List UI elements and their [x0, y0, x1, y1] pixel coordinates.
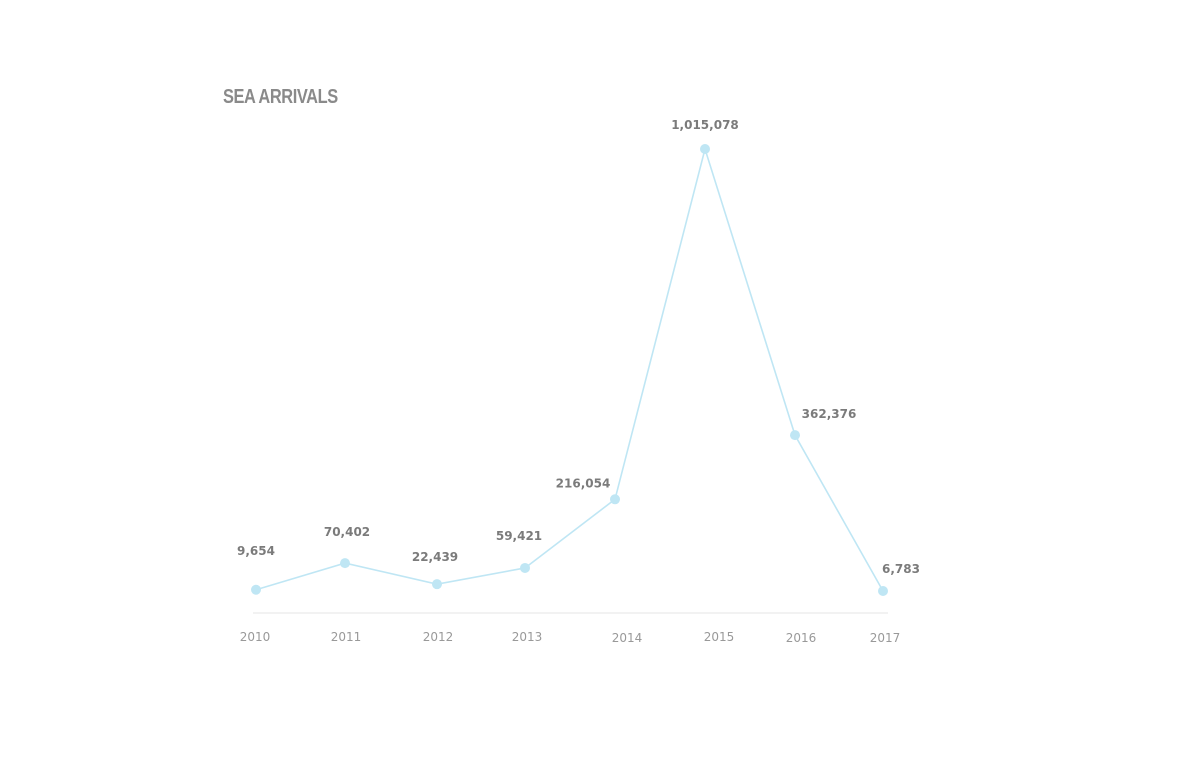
x-tick-label: 2011 [331, 630, 362, 644]
data-label: 59,421 [496, 529, 542, 543]
data-point [878, 586, 888, 597]
x-tick-label: 2013 [512, 630, 543, 644]
ticks-layer: 2010 2011 2012 2013 2014 2015 2016 2017 [240, 630, 901, 645]
series-line [255, 146, 884, 592]
data-label: 362,376 [802, 407, 857, 421]
x-tick-label: 2014 [612, 631, 643, 645]
x-tick-label: 2016 [786, 631, 817, 645]
data-point [700, 144, 710, 154]
x-tick-label: 2015 [704, 630, 735, 644]
data-point [520, 562, 530, 573]
x-tick-label: 2010 [240, 630, 271, 644]
data-point [340, 558, 350, 569]
data-point [432, 579, 442, 590]
data-point [790, 430, 800, 441]
chart-title: SEA ARRIVALS [223, 86, 338, 108]
data-point [610, 494, 620, 505]
data-label: 6,783 [882, 562, 920, 576]
data-label: 22,439 [412, 550, 458, 564]
labels-layer: 9,654 70,402 22,439 59,421 216,054 1,015,078 3… [237, 118, 920, 576]
data-point [251, 584, 261, 595]
data-label: 70,402 [324, 525, 370, 539]
data-label: 9,654 [237, 544, 275, 558]
x-tick-label: 2012 [423, 630, 454, 644]
x-tick-label: 2017 [870, 631, 901, 645]
series-layer [251, 144, 888, 597]
data-label: 216,054 [556, 476, 611, 490]
data-label: 1,015,078 [671, 118, 739, 132]
